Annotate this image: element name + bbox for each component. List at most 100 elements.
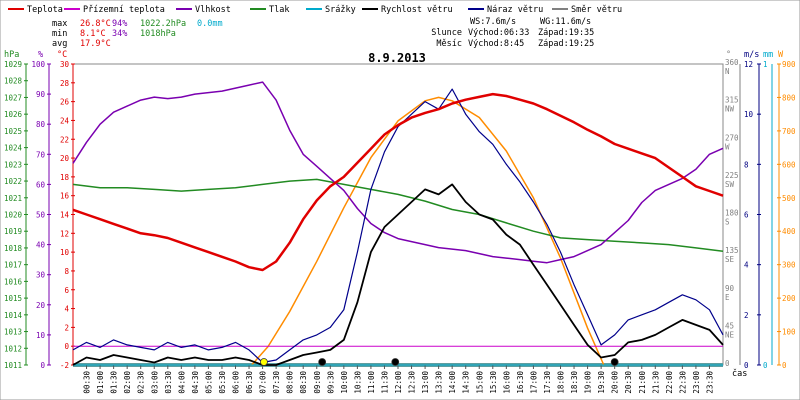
point-rychlost-v-tru-12 (235, 357, 236, 358)
x-tick-label-27: 14:00 (448, 371, 457, 394)
pressure-tick-8: 1021 (4, 194, 22, 203)
stats-avg-label: avg (52, 39, 67, 49)
x-tick-label-3: 02:00 (123, 371, 132, 394)
pressure-tick-18: 1011 (4, 361, 22, 370)
temperature-tick-11: 8 (64, 267, 69, 276)
rain-tick-1: 0 (763, 361, 768, 370)
point-vlhkost-11 (221, 91, 222, 92)
point-vlhkost-40 (614, 232, 615, 233)
point-rychlost-v-tru-30 (479, 214, 480, 215)
point-n-raz-v-tru-17 (303, 339, 304, 340)
solar-unit: W (778, 50, 784, 60)
pressure-tick-12: 1017 (4, 261, 22, 270)
point-teplota-36 (560, 115, 561, 116)
series-tlak (72, 178, 724, 253)
point-n-raz-v-tru-21 (357, 252, 358, 253)
point-n-raz-v-tru-44 (668, 302, 669, 303)
point-tlak-3 (154, 189, 155, 190)
marker-0 (260, 358, 268, 366)
point-n-raz-v-tru-15 (276, 359, 277, 360)
legend-label-3: Tlak (269, 5, 289, 15)
point-n-raz-v-tru-43 (655, 309, 656, 310)
point-teplota-40 (614, 143, 615, 144)
point-vlhkost-18 (316, 166, 317, 167)
temperature-tick-7: 16 (60, 192, 70, 201)
point-tlak-16 (506, 222, 507, 223)
stats-max-temp: 26.8°C (80, 19, 111, 29)
point-vlhkost-33 (519, 259, 520, 260)
point-tlak-19 (587, 239, 588, 240)
temperature-tick-10: 10 (60, 248, 70, 257)
x-tick-label-31: 16:00 (502, 371, 511, 394)
point-rychlost-v-tru-0 (72, 364, 73, 365)
point-n-raz-v-tru-7 (167, 342, 168, 343)
point-n-raz-v-tru-8 (181, 347, 182, 348)
point-rychlost-v-tru-26 (425, 189, 426, 190)
point-vlhkost-48 (722, 148, 723, 149)
temperature-tick-16: -2 (60, 361, 69, 370)
point-rychlost-v-tru-25 (411, 201, 412, 202)
direction-dir-4: S (725, 218, 730, 227)
point-vlhkost-10 (208, 92, 209, 93)
legend-label-1: Přízemní teplota (83, 5, 165, 15)
point-vlhkost-13 (248, 85, 249, 86)
point-rychlost-v-tru-3 (113, 354, 114, 355)
point-vlhkost-41 (628, 220, 629, 221)
pressure-unit: hPa (4, 50, 19, 60)
point-rychlost-v-tru-5 (140, 359, 141, 360)
pressure-tick-1: 1028 (4, 77, 23, 86)
point-n-raz-v-tru-25 (411, 114, 412, 115)
point-sr-ky-1 (722, 364, 723, 365)
point-rychlost-v-tru-47 (709, 329, 710, 330)
stats-min-hum: 34% (112, 29, 127, 39)
point-teplota-31 (492, 94, 493, 95)
solar-tick-6: 300 (782, 261, 796, 270)
direction-tick-2: 270 (725, 133, 739, 142)
point-n-raz-v-tru-18 (316, 334, 317, 335)
legend-label-2: Vlhkost (195, 5, 231, 15)
point-teplota-39 (601, 136, 602, 137)
point-tlak-22 (668, 244, 669, 245)
sun-label: Slunce (431, 28, 462, 38)
x-tick-label-40: 20:30 (624, 371, 633, 394)
point-teplota-32 (506, 95, 507, 96)
stats-min-label: min (52, 29, 67, 39)
direction-dir-5: SE (725, 255, 735, 264)
point-tlak-5 (208, 189, 209, 190)
point-rychlost-v-tru-43 (655, 334, 656, 335)
point-teplota-47 (709, 190, 710, 191)
point-teplota-6 (154, 235, 155, 236)
point-tlak-13 (425, 201, 426, 202)
temperature-unit: °C (57, 50, 67, 60)
pressure-tick-9: 1020 (4, 211, 23, 220)
direction-tick-7: 45 (725, 321, 734, 330)
marker-3 (610, 358, 619, 366)
point-vlhkost-39 (601, 244, 602, 245)
pressure-tick-7: 1022 (4, 177, 22, 186)
point-vlhkost-31 (492, 256, 493, 257)
point-n-raz-v-tru-47 (709, 309, 710, 310)
point-n-raz-v-tru-46 (695, 299, 696, 300)
point-vlhkost-29 (465, 250, 466, 251)
stats-min-press: 1018hPa (140, 29, 176, 39)
point-vlhkost-34 (533, 261, 534, 262)
point-n-raz-v-tru-22 (370, 189, 371, 190)
point-rychlost-v-tru-21 (357, 302, 358, 303)
solar-tick-1: 800 (782, 93, 796, 102)
marker-1 (318, 358, 327, 366)
x-tick-label-19: 10:00 (340, 371, 349, 394)
point-teplota-44 (668, 167, 669, 168)
point-n-raz-v-tru-34 (533, 201, 534, 202)
point-n-raz-v-tru-42 (641, 314, 642, 315)
x-tick-label-23: 12:00 (394, 371, 403, 394)
point-teplota-1 (86, 214, 87, 215)
point-n-raz-v-tru-33 (519, 181, 520, 182)
pressure-tick-14: 1015 (4, 294, 22, 303)
wind-tick-4: 4 (744, 261, 749, 270)
point-vlhkost-22 (370, 223, 371, 224)
point-n-raz-v-tru-32 (506, 164, 507, 165)
point-slune-n-z-en--2 (289, 311, 290, 312)
legend-label-7: Směr větru (571, 5, 622, 15)
point-tlak-1 (100, 187, 101, 188)
